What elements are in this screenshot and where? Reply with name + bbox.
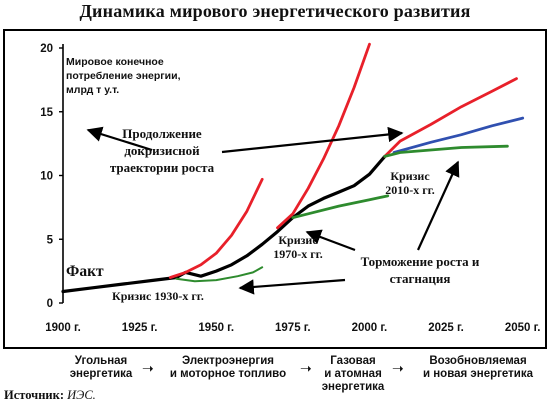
arrow-continuation-left [86,126,153,152]
series-line-1 [61,154,387,294]
arrow-stagnation-1930 [238,278,346,295]
era-gas-nuclear-line-2: и атомная [324,368,382,380]
plot-frame [3,29,547,349]
annotation-continuation-line-2: докризисной [124,143,200,158]
era-electricity-line-2: и моторное топливо [169,368,287,380]
source-value: ИЭС. [67,388,96,402]
y-tick-label: 10 [40,171,53,183]
ylabel-block: Мировое конечное потребление энергии, мл… [66,56,181,96]
series-line-8 [383,144,509,158]
ylabel-line-2: потребление энергии, [66,70,181,82]
era-coal-line-1: Угольная [74,355,128,367]
era-renewable-line-2: и новая энергетика [422,368,534,380]
y-tick-label: 5 [47,234,54,246]
era-arrow-1: ➝ [142,361,154,377]
annotation-crisis-1970-line-1: Кризис [278,233,318,247]
x-tick-label: 1925 г. [122,322,158,334]
era-gas-nuclear-line-3: энергетика [321,381,385,393]
arrow-continuation-right [221,126,404,154]
source-note: Источник: ИЭС. [4,388,96,403]
era-arrow-2: ➝ [300,361,312,377]
y-tick-label: 15 [40,107,53,119]
x-tick-label: 1975 г. [275,322,311,334]
source-label: Источник: [4,388,64,402]
x-tick-label: 2000 г. [352,322,388,334]
x-tick-label: 2050 г. [505,322,541,334]
annotation-continuation-line-1: Продолжение [122,126,202,141]
era-coal: Угольная энергетика [60,355,142,381]
era-coal-line-2: энергетика [69,368,133,380]
era-arrow-3: ➝ [392,361,404,377]
era-gas-nuclear: Газовая и атомная энергетика [316,355,390,394]
y-tick-label: 20 [40,43,53,55]
x-tick-label: 2025 г. [428,322,464,334]
annotation-crisis-2010-line-2: 2010-х гг. [385,183,435,197]
era-renewable: Возобновляемая и новая энергетика [410,355,546,381]
annotation-crisis-1930: Кризис 1930-х гг. [112,289,204,303]
x-tick-label: 1950 г. [198,322,234,334]
annotation-slowdown-line-1: Торможение роста и [361,254,480,269]
era-electricity-line-1: Электроэнергия [181,355,275,367]
annotation-slowdown-line-2: стагнация [390,271,451,286]
ylabel-line-1: Мировое конечное [66,56,164,68]
era-electricity: Электроэнергия и моторное топливо [158,355,298,381]
annotation-crisis-1970-line-2: 1970-х гг. [273,247,323,261]
series-line-3 [276,42,371,230]
series-line-7 [392,116,525,154]
annotation-continuation-line-3: траектории роста [110,160,215,175]
ylabel-line-3: млрд т у.т. [66,84,119,96]
era-gas-nuclear-line-1: Газовая [330,355,376,367]
arrow-slowdown-green [305,229,356,252]
page-title: Динамика мирового энергетического развит… [79,1,471,21]
annotation-crisis-2010-line-1: Кризис [390,169,430,183]
arrow-slowdown-right [416,160,460,251]
series-line-6 [291,194,390,220]
series-line-4 [383,77,518,158]
series-line-2 [168,177,264,279]
y-tick-label: 0 [47,298,53,310]
series-line-5 [175,266,264,283]
annotation-fakt: Факт [66,263,104,280]
x-tick-label: 1900 г. [45,322,81,334]
era-renewable-line-1: Возобновляемая [429,355,527,367]
